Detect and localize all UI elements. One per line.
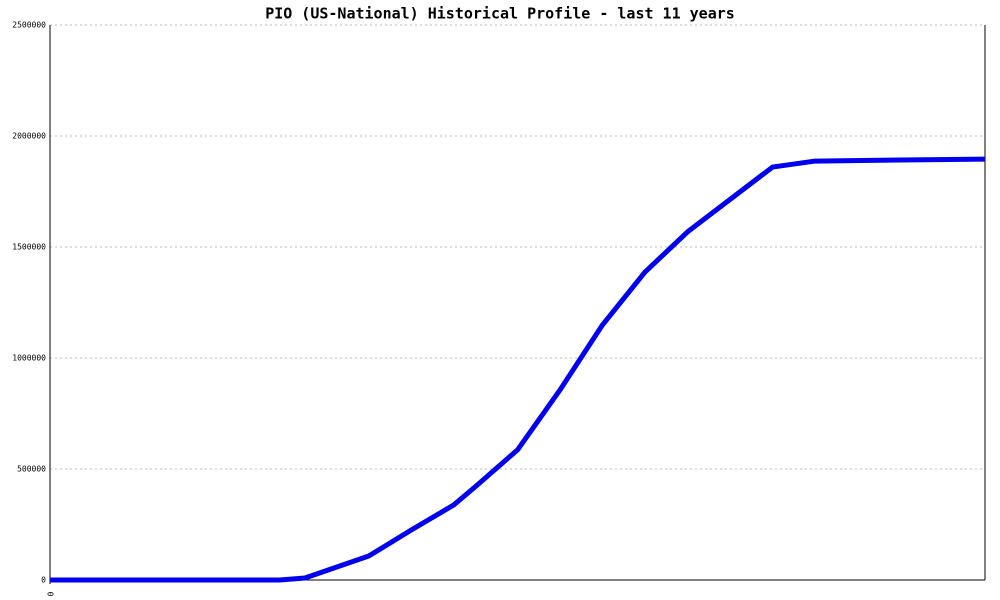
data-line <box>50 156 986 583</box>
y-tick-label: 0 <box>41 576 46 585</box>
y-tick-label: 1500000 <box>12 243 46 252</box>
chart-title: PIO (US-National) Historical Profile - l… <box>265 5 735 23</box>
y-tick-label: 2000000 <box>12 132 46 141</box>
y-tick-label: 2500000 <box>12 21 46 30</box>
y-tick-label: 500000 <box>17 465 46 474</box>
y-tick-label: 1000000 <box>12 354 46 363</box>
x-tick-label: 0 <box>46 592 55 597</box>
